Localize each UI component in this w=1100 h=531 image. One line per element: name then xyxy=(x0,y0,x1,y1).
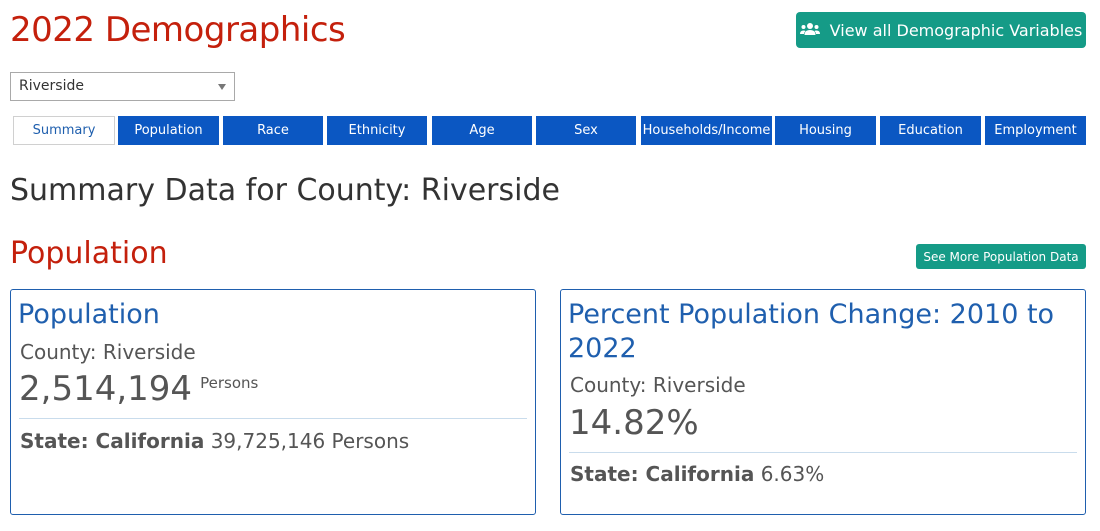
tab-bar: Summary Population Race Ethnicity Age Se… xyxy=(13,116,1086,145)
card-state-value: 6.63% xyxy=(760,462,825,486)
card-title: Percent Population Change: 2010 to 2022 xyxy=(568,299,1055,364)
card-value: 14.82% xyxy=(569,403,699,443)
card-state-value: 39,725,146 Persons xyxy=(210,429,410,453)
tab-summary[interactable]: Summary xyxy=(13,116,115,145)
tab-sex-label: Sex xyxy=(574,123,598,138)
tab-education[interactable]: Education xyxy=(880,116,981,145)
card-value: 2,514,194 xyxy=(19,369,193,409)
view-all-variables-button[interactable]: View all Demographic Variables xyxy=(796,12,1086,48)
tab-households-income[interactable]: Households/Income xyxy=(641,116,772,145)
tab-race-label: Race xyxy=(257,123,289,138)
tab-sex[interactable]: Sex xyxy=(536,116,636,145)
tab-ethnicity-label: Ethnicity xyxy=(348,123,406,138)
see-more-population-label: See More Population Data xyxy=(923,249,1079,264)
users-icon xyxy=(799,21,820,40)
tab-housing-label: Housing xyxy=(799,123,852,138)
card-divider xyxy=(569,452,1077,453)
tab-households-income-label: Households/Income xyxy=(642,123,771,138)
see-more-population-button[interactable]: See More Population Data xyxy=(916,244,1086,269)
tab-age[interactable]: Age xyxy=(432,116,532,145)
tab-population-label: Population xyxy=(134,123,203,138)
county-select-value: Riverside xyxy=(19,78,84,94)
view-all-variables-label: View all Demographic Variables xyxy=(829,20,1083,40)
card-county-label: County: Riverside xyxy=(570,373,746,397)
tab-employment[interactable]: Employment xyxy=(985,116,1086,145)
card-state-label: State: California xyxy=(20,429,205,453)
population-card: Population County: Riverside 2,514,194 P… xyxy=(10,289,536,515)
tab-employment-label: Employment xyxy=(994,123,1077,138)
card-divider xyxy=(19,418,527,419)
tab-population[interactable]: Population xyxy=(118,116,219,145)
card-state-row: State: California 39,725,146 Persons xyxy=(20,429,409,453)
summary-title: Summary Data for County: Riverside xyxy=(10,173,560,208)
card-county-label: County: Riverside xyxy=(20,340,196,364)
population-section-title: Population xyxy=(10,236,168,271)
card-value-row: 2,514,194 Persons xyxy=(19,369,258,409)
card-state-label: State: California xyxy=(570,462,755,486)
tab-education-label: Education xyxy=(898,123,963,138)
tab-age-label: Age xyxy=(469,123,495,138)
tab-ethnicity[interactable]: Ethnicity xyxy=(327,116,427,145)
county-select[interactable]: Riverside xyxy=(10,72,235,101)
card-value-row: 14.82% xyxy=(569,403,699,443)
card-state-row: State: California 6.63% xyxy=(570,462,824,486)
card-title: Population xyxy=(18,299,160,330)
card-unit: Persons xyxy=(200,374,259,392)
population-change-card: Percent Population Change: 2010 to 2022 … xyxy=(560,289,1086,515)
page-title: 2022 Demographics xyxy=(10,10,346,50)
tab-race[interactable]: Race xyxy=(223,116,323,145)
tab-housing[interactable]: Housing xyxy=(775,116,876,145)
chevron-down-icon xyxy=(218,84,226,90)
tab-summary-label: Summary xyxy=(32,123,96,138)
